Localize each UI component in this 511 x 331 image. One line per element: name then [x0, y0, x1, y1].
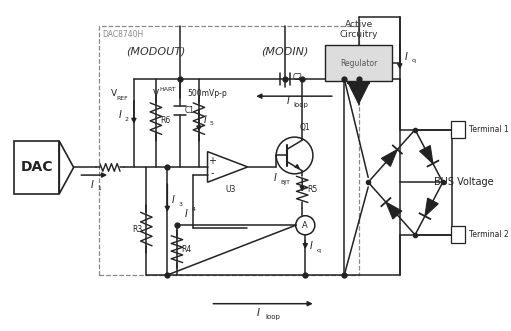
- Text: 5: 5: [210, 121, 213, 126]
- Text: R4: R4: [182, 245, 192, 254]
- Text: Active: Active: [344, 20, 373, 29]
- Text: I: I: [310, 241, 313, 251]
- Text: I: I: [273, 173, 276, 183]
- Text: Terminal 2: Terminal 2: [469, 230, 508, 239]
- Text: I: I: [405, 52, 407, 62]
- Polygon shape: [348, 83, 369, 104]
- Text: C1: C1: [184, 106, 195, 115]
- Text: 1: 1: [98, 186, 101, 191]
- Text: U3: U3: [225, 185, 236, 194]
- Text: I: I: [119, 110, 122, 120]
- Text: q: q: [317, 248, 321, 253]
- Text: R3: R3: [132, 225, 142, 234]
- Text: HART: HART: [160, 87, 176, 92]
- Text: R5: R5: [307, 185, 317, 194]
- Text: loop: loop: [266, 314, 281, 320]
- Text: Q1: Q1: [299, 123, 310, 132]
- Text: C2: C2: [293, 72, 303, 81]
- Text: Terminal 1: Terminal 1: [469, 125, 508, 134]
- Text: I: I: [287, 96, 290, 106]
- Text: loop: loop: [294, 102, 309, 108]
- FancyBboxPatch shape: [325, 45, 392, 81]
- FancyBboxPatch shape: [451, 121, 465, 138]
- Text: I: I: [257, 308, 260, 318]
- Text: (MODOUT): (MODOUT): [126, 46, 185, 56]
- Text: A: A: [303, 221, 308, 230]
- Polygon shape: [381, 150, 398, 166]
- Text: R6: R6: [160, 116, 171, 124]
- Text: Regulator: Regulator: [340, 59, 377, 68]
- FancyBboxPatch shape: [451, 226, 465, 243]
- Text: 500mVp-p: 500mVp-p: [188, 89, 227, 98]
- Text: +: +: [208, 156, 216, 166]
- Text: BJT: BJT: [280, 180, 290, 185]
- Text: V: V: [111, 89, 117, 98]
- Text: (MODIN): (MODIN): [261, 46, 309, 56]
- Text: Circuitry: Circuitry: [339, 29, 378, 38]
- Polygon shape: [425, 198, 438, 216]
- Text: I: I: [184, 209, 188, 219]
- Polygon shape: [420, 146, 433, 164]
- Text: 3: 3: [179, 202, 183, 207]
- Text: I: I: [172, 195, 175, 206]
- Text: 2: 2: [124, 117, 128, 121]
- Text: V: V: [153, 89, 159, 98]
- Text: I: I: [91, 180, 94, 190]
- Text: I: I: [204, 115, 206, 125]
- Text: DAC: DAC: [20, 161, 53, 174]
- Text: q: q: [411, 58, 415, 63]
- Polygon shape: [386, 202, 402, 219]
- Text: 4: 4: [191, 208, 195, 213]
- Text: REF: REF: [117, 96, 128, 101]
- Text: BUS Voltage: BUS Voltage: [434, 177, 494, 187]
- Text: DAC8740H: DAC8740H: [102, 29, 144, 38]
- Text: -: -: [211, 168, 214, 178]
